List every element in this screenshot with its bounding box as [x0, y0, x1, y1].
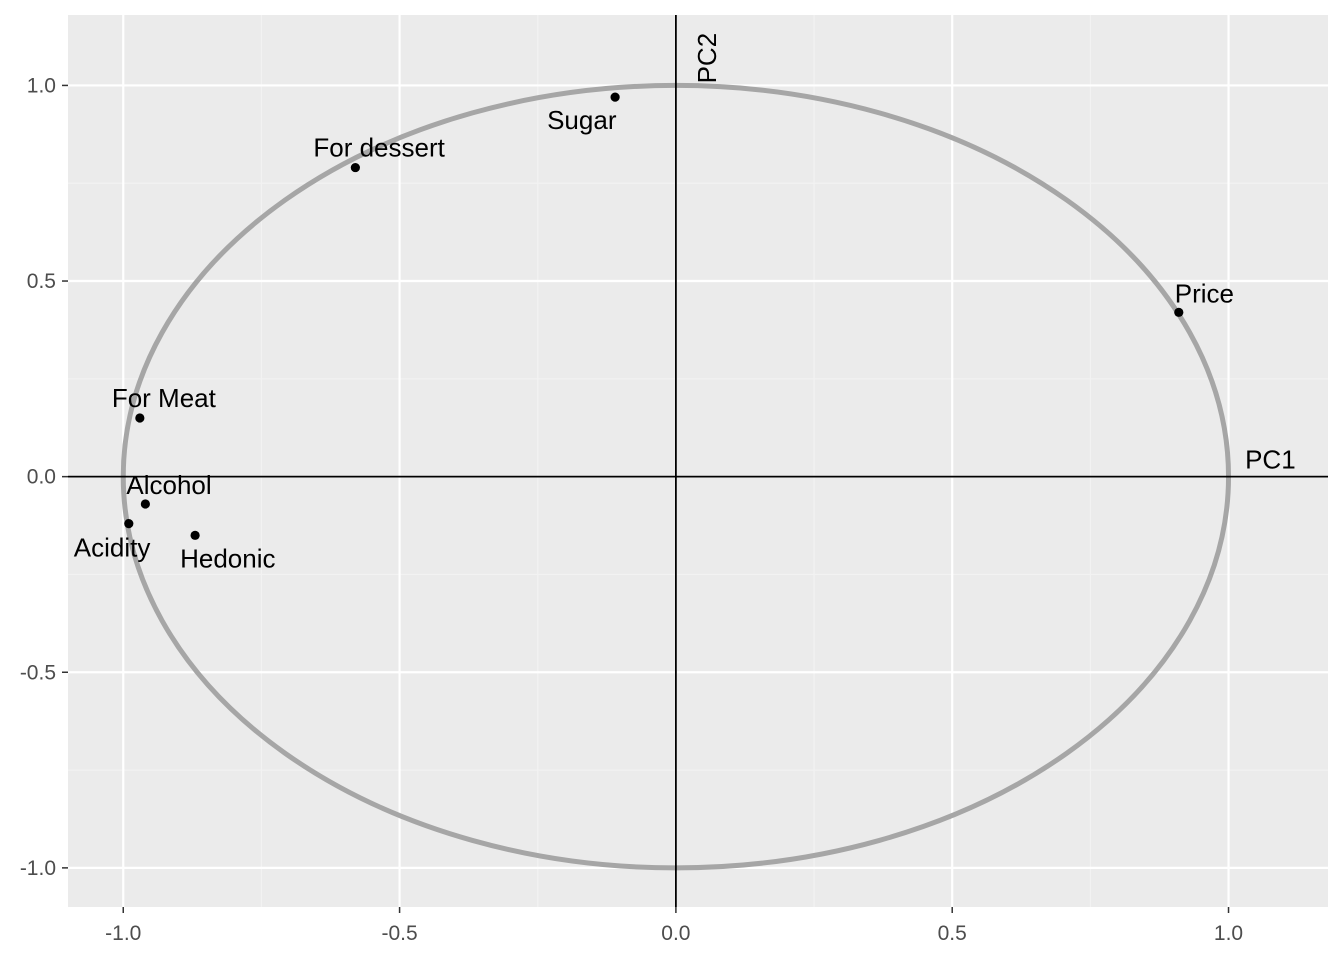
y-tick-label: -0.5 — [20, 661, 56, 684]
x-tick-label: 1.0 — [1214, 922, 1243, 945]
data-points — [124, 92, 1184, 540]
y-tick-label: 0.0 — [27, 466, 56, 489]
data-point — [135, 413, 145, 423]
point-label: Acidity — [74, 533, 151, 563]
point-label: For dessert — [313, 133, 445, 163]
x-tick-label: -0.5 — [381, 922, 417, 945]
pc1-label: PC1 — [1245, 445, 1296, 475]
panel-background — [68, 15, 1328, 907]
y-tick-label: 1.0 — [27, 74, 56, 97]
y-axis: -1.0 -0.5 0.0 0.5 1.0 — [20, 74, 68, 880]
data-point — [140, 499, 150, 509]
y-tick-label: 0.5 — [27, 270, 56, 293]
data-point — [350, 162, 360, 173]
point-label: Alcohol — [126, 470, 211, 500]
data-point — [610, 92, 620, 102]
x-axis: -1.0 -0.5 0.0 0.5 1.0 — [105, 907, 1243, 945]
data-point — [190, 530, 200, 540]
point-label: Price — [1175, 278, 1234, 308]
point-label: Hedonic — [180, 543, 275, 573]
x-tick-label: -1.0 — [105, 922, 141, 945]
data-point — [124, 518, 134, 529]
data-point — [1174, 307, 1184, 317]
pc2-label: PC2 — [692, 33, 722, 84]
x-tick-label: 0.5 — [938, 922, 967, 945]
point-label: Sugar — [547, 105, 617, 135]
x-tick-label: 0.0 — [661, 922, 690, 945]
point-labels: Sugar For dessert Price For Meat Alcohol Acid… — [74, 105, 1234, 573]
y-tick-label: -1.0 — [20, 857, 56, 880]
minor-gridlines — [68, 15, 1328, 907]
point-label: For Meat — [112, 383, 217, 413]
